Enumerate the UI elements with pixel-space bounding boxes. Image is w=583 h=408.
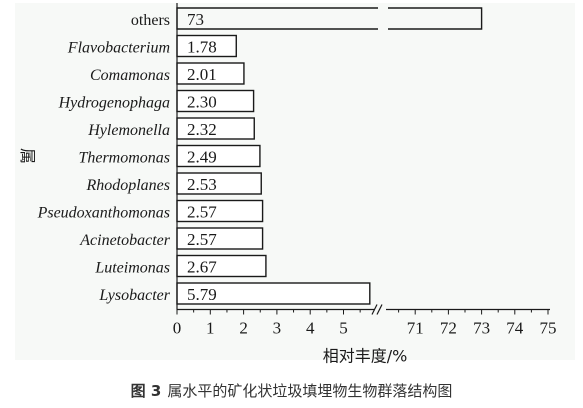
value-label-rhodoplanes: 2.53: [187, 175, 217, 194]
axis-break-mark-left: [371, 304, 378, 315]
x-tick-label-2: 2: [239, 319, 248, 338]
bar-others-right: [388, 7, 483, 30]
x-tick-label-72: 72: [440, 319, 457, 338]
category-label-thermomonas: Thermomonas: [78, 150, 170, 167]
x-tick-label-75: 75: [540, 319, 557, 338]
axis-break-mark-right: [376, 304, 383, 315]
x-tick-label-5: 5: [339, 319, 348, 338]
x-axis-title: 相对丰度/%: [323, 347, 408, 366]
x-tick-label-0: 0: [173, 319, 182, 338]
x-tick-label-4: 4: [306, 319, 315, 338]
x-tick-label-3: 3: [273, 319, 282, 338]
bar-chart: 73 others 1.78 Flavobacterium 2.01 Comamonas 2…: [18, 3, 557, 366]
category-label-rhodoplanes: Rhodoplanes: [85, 177, 170, 194]
value-label-hylemonella: 2.32: [187, 120, 217, 139]
value-label-lysobacter: 5.79: [187, 285, 217, 304]
category-label-comamonas: Comamonas: [90, 67, 170, 84]
category-label-lysobacter: Lysobacter: [98, 287, 170, 304]
category-label-hylemonella: Hylemonella: [87, 122, 170, 139]
x-tick-label-73: 73: [473, 319, 490, 338]
figure-caption: 图 3 属水平的矿化状垃圾填埋物生物群落结构图: [0, 380, 583, 401]
value-label-acinetobacter: 2.57: [187, 230, 217, 249]
category-label-others: others: [131, 12, 170, 29]
category-label-flavobacterium: Flavobacterium: [67, 40, 170, 57]
value-label-comamonas: 2.01: [187, 65, 217, 84]
value-label-others: 73: [187, 10, 204, 29]
category-label-pseudoxanthomonas: Pseudoxanthomonas: [37, 205, 170, 222]
category-label-hydrogenophaga: Hydrogenophaga: [58, 95, 170, 112]
value-label-hydrogenophaga: 2.30: [187, 93, 217, 112]
value-label-luteimonas: 2.67: [187, 258, 217, 277]
y-axis-title: 属: [18, 148, 37, 164]
x-tick-label-71: 71: [407, 319, 424, 338]
x-tick-label-1: 1: [206, 319, 215, 338]
category-label-acinetobacter: Acinetobacter: [79, 232, 171, 249]
value-label-pseudoxanthomonas: 2.57: [187, 203, 217, 222]
category-label-luteimonas: Luteimonas: [94, 260, 170, 277]
value-label-flavobacterium: 1.78: [187, 38, 217, 57]
caption-text: 属水平的矿化状垃圾填埋物生物群落结构图: [167, 382, 453, 400]
value-label-thermomonas: 2.49: [187, 148, 217, 167]
caption-label: 图 3: [130, 382, 162, 400]
x-tick-label-74: 74: [506, 319, 524, 338]
